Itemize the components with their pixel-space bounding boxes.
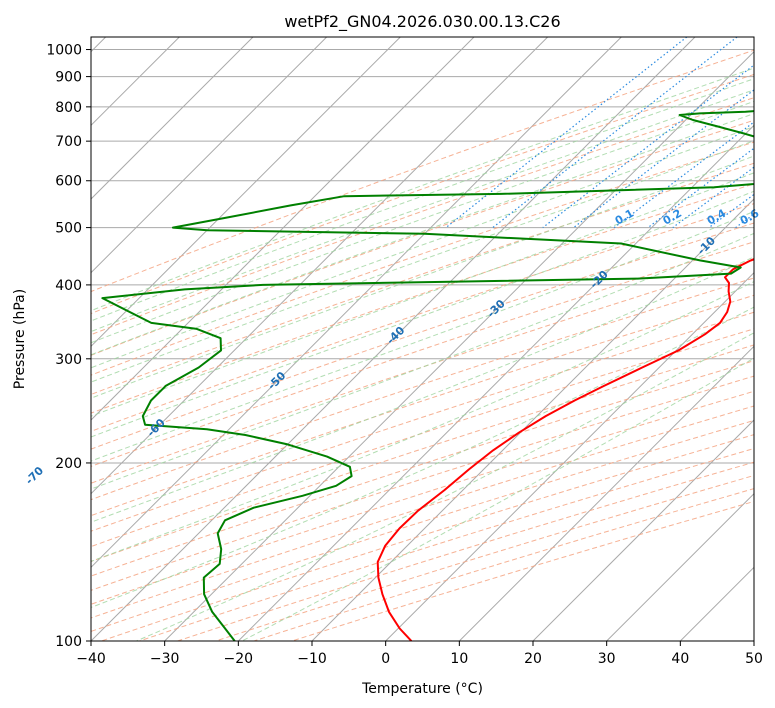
isotherm-line	[237, 124, 754, 641]
moist-adiabat-line	[91, 190, 754, 438]
x-tick-label: 50	[745, 651, 763, 667]
y-axis-title: Pressure (hPa)	[12, 289, 28, 389]
x-tick-label: 20	[524, 651, 542, 667]
plot-frame	[90, 36, 755, 642]
x-tick-label: −40	[76, 651, 106, 667]
isotherm-line	[91, 37, 254, 200]
y-tick-label: 200	[55, 456, 82, 472]
isotherm-line	[91, 37, 328, 274]
y-tick-label: 600	[55, 174, 82, 190]
isotherm-line	[91, 37, 622, 569]
y-tick-label: 400	[55, 278, 82, 294]
isotherm-line	[91, 37, 549, 495]
moist-adiabat-line	[91, 232, 754, 490]
isotherm-line	[311, 198, 754, 641]
dry-adiabat-line	[91, 97, 754, 336]
dry-adiabat-line	[91, 344, 754, 562]
sounding-profiles	[101, 110, 754, 641]
dry-adiabat-line	[91, 390, 754, 605]
isotherm-line	[458, 345, 754, 641]
moist-adiabat-line	[91, 210, 754, 462]
moist-adiabat-line	[91, 155, 754, 399]
axes: −40 −30 −20 −10 0 10 20 30 40 50 1000 900 800 700 600 5…	[46, 43, 763, 667]
dry-adiabat-line	[91, 162, 754, 395]
dry-adiabat-line	[91, 375, 754, 591]
x-tick-label: 0	[381, 651, 390, 667]
dry-adiabat-line	[91, 294, 754, 517]
mixing-ratio-line	[573, 89, 754, 229]
y-tick-label: 100	[55, 634, 82, 650]
isotherm-line	[532, 419, 754, 641]
isotherm-line	[91, 37, 475, 421]
x-tick-label: −20	[224, 651, 254, 667]
moist-adiabat-line	[91, 140, 754, 383]
x-tick-label: −30	[150, 651, 180, 667]
chart-title: wetPf2_GN04.2026.030.00.13.C26	[284, 12, 560, 32]
y-tick-label: 500	[55, 221, 82, 237]
moist-adiabat-line	[91, 256, 754, 523]
x-tick-label: 30	[598, 651, 616, 667]
dry-adiabat-line	[91, 222, 754, 450]
isotherm-line	[91, 37, 401, 348]
y-tick-label: 700	[55, 134, 82, 150]
dry-adiabat-line	[91, 360, 754, 577]
isotherm-line	[91, 37, 696, 641]
x-axis-title: Temperature (°C)	[361, 681, 483, 697]
isotherm-line	[385, 271, 754, 641]
y-tick-label: 800	[55, 100, 82, 116]
isotherm-line	[164, 50, 754, 641]
y-tick-label: 300	[55, 352, 82, 368]
plot-background	[91, 37, 754, 641]
dry-adiabat-line	[91, 241, 754, 467]
dry-adiabat-line	[91, 311, 754, 532]
y-tick-label: 1000	[46, 43, 82, 59]
temperature-profile-line	[376, 258, 754, 641]
x-tick-label: 10	[450, 651, 468, 667]
isotherm-line	[606, 492, 754, 641]
moist-adiabat-line	[241, 357, 754, 641]
y-tick-label: 900	[55, 70, 82, 86]
background-lines	[91, 37, 754, 641]
x-tick-label: 40	[671, 651, 689, 667]
moist-adiabat-line	[91, 100, 754, 344]
moist-adiabat-line	[91, 306, 754, 609]
moist-adiabat-line	[91, 172, 754, 417]
dry-adiabat-line	[91, 259, 754, 484]
dry-adiabat-line	[91, 49, 754, 293]
dewpoint-profile-line	[101, 110, 754, 641]
dry-adiabat-line	[91, 328, 754, 548]
x-tick-label: −10	[297, 651, 327, 667]
mixing-ratio-line	[672, 166, 754, 229]
dry-adiabat-line	[91, 277, 754, 501]
